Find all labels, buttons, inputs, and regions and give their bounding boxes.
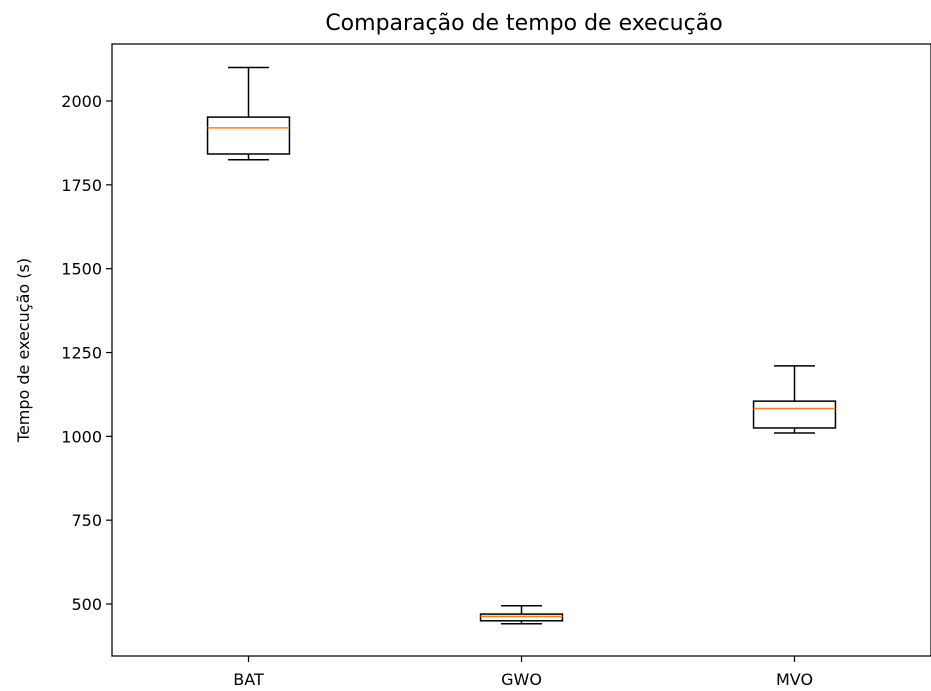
y-tick-label-1250: 1250 bbox=[61, 344, 102, 363]
chart-title: Comparação de tempo de execução bbox=[325, 11, 722, 36]
y-tick-label-1500: 1500 bbox=[61, 260, 102, 279]
y-tick-label-500: 500 bbox=[71, 595, 102, 614]
box-series bbox=[206, 66, 837, 625]
box-gwo bbox=[479, 604, 564, 625]
y-tick-label-1750: 1750 bbox=[61, 176, 102, 195]
x-tick-label-mvo: MVO bbox=[776, 670, 813, 689]
box-body-mvo bbox=[752, 400, 837, 429]
y-tick-label-2000: 2000 bbox=[61, 92, 102, 111]
y-tick-label-750: 750 bbox=[71, 511, 102, 530]
x-tick-label-bat: BAT bbox=[233, 670, 264, 689]
y-axis-label: Tempo de execução (s) bbox=[14, 258, 33, 443]
box-body-bat bbox=[206, 116, 291, 155]
plot-area bbox=[111, 43, 931, 657]
box-bat bbox=[206, 66, 291, 161]
x-tick-label-gwo: GWO bbox=[501, 670, 542, 689]
box-body-gwo bbox=[479, 613, 564, 622]
y-tick-label-1000: 1000 bbox=[61, 427, 102, 446]
y-axis: 500 750 1000 1250 1500 1750 2000 bbox=[61, 92, 112, 614]
x-axis: BAT GWO MVO bbox=[233, 656, 813, 689]
box-mvo bbox=[752, 365, 837, 434]
